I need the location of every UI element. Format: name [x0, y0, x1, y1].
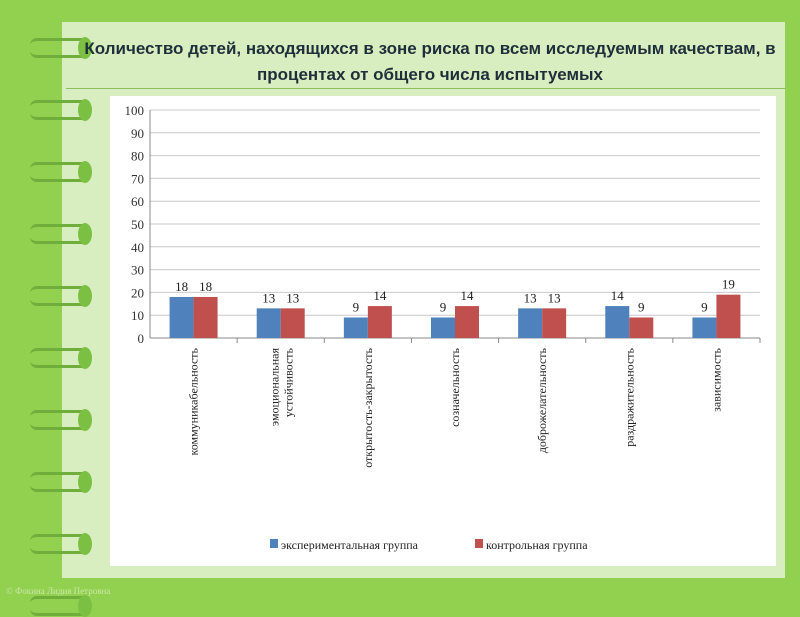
data-label: 13 — [286, 290, 299, 305]
x-tick-label: раздражительность — [622, 347, 636, 446]
ring-icon — [30, 409, 92, 431]
data-label: 9 — [440, 299, 447, 314]
ring-icon — [30, 347, 92, 369]
bar-chart: 0 10 20 30 40 50 60 70 80 90 100 18 18 коммуникабельн… — [125, 103, 761, 552]
ring-icon — [30, 533, 92, 555]
y-tick-label: 20 — [131, 285, 144, 300]
bar — [455, 306, 479, 338]
data-label: 19 — [722, 277, 735, 292]
ring-icon — [30, 37, 92, 59]
bar — [692, 317, 717, 338]
bar — [542, 308, 567, 338]
legend-swatch — [475, 539, 483, 548]
y-tick-label: 70 — [131, 171, 144, 186]
x-tick-label: созначельность — [448, 347, 462, 426]
copyright-footer: © Фокина Лидия Петровна — [6, 586, 111, 596]
y-tick-label: 0 — [138, 331, 145, 346]
chart-title: Количество детей, находящихся в зоне рис… — [84, 39, 776, 84]
y-tick-label: 60 — [131, 194, 144, 209]
bar — [367, 306, 392, 338]
data-label: 9 — [701, 299, 708, 314]
data-label: 18 — [199, 279, 212, 294]
data-label: 18 — [175, 279, 188, 294]
bar — [280, 308, 305, 338]
y-tick-label: 100 — [125, 103, 145, 118]
ring-icon — [30, 471, 92, 493]
y-tick-label: 30 — [131, 263, 144, 278]
bar — [193, 296, 218, 338]
y-tick-label: 40 — [131, 240, 144, 255]
bar — [629, 317, 654, 338]
legend-label: контрольная группа — [486, 538, 588, 552]
y-tick-label: 80 — [131, 149, 144, 164]
data-label: 14 — [373, 288, 387, 303]
x-tick-label: коммуникабельность — [187, 347, 201, 455]
bar — [431, 317, 455, 338]
ring-icon — [30, 99, 92, 121]
y-tick-label: 50 — [131, 217, 144, 232]
bar — [256, 308, 281, 338]
y-tick-label: 10 — [131, 308, 144, 323]
bar — [716, 294, 741, 338]
data-label: 13 — [262, 290, 275, 305]
data-label: 14 — [461, 288, 475, 303]
chart-area: 0 10 20 30 40 50 60 70 80 90 100 18 18 коммуникабельн… — [110, 96, 776, 566]
bar — [169, 296, 194, 338]
ring-icon — [30, 595, 92, 617]
bar — [518, 308, 543, 338]
ring-icon — [30, 223, 92, 245]
data-label: 9 — [353, 299, 360, 314]
legend-swatch — [270, 539, 278, 548]
data-label: 14 — [611, 288, 625, 303]
bar — [343, 317, 368, 338]
legend-label: экспериментальная группа — [281, 538, 419, 552]
data-label: 13 — [548, 290, 561, 305]
y-tick-label: 90 — [131, 126, 144, 141]
data-label: 13 — [524, 290, 537, 305]
x-tick-label: открытость-закрытость — [361, 347, 375, 467]
ring-icon — [30, 161, 92, 183]
x-tick-label: доброжелательность — [535, 347, 549, 453]
bar — [605, 306, 630, 338]
x-tick-label: зависимость — [709, 347, 723, 411]
data-label: 9 — [638, 299, 645, 314]
ring-icon — [30, 285, 92, 307]
title-divider — [66, 88, 786, 89]
x-tick-label: эмоциональнаяустойчивость — [268, 347, 296, 426]
